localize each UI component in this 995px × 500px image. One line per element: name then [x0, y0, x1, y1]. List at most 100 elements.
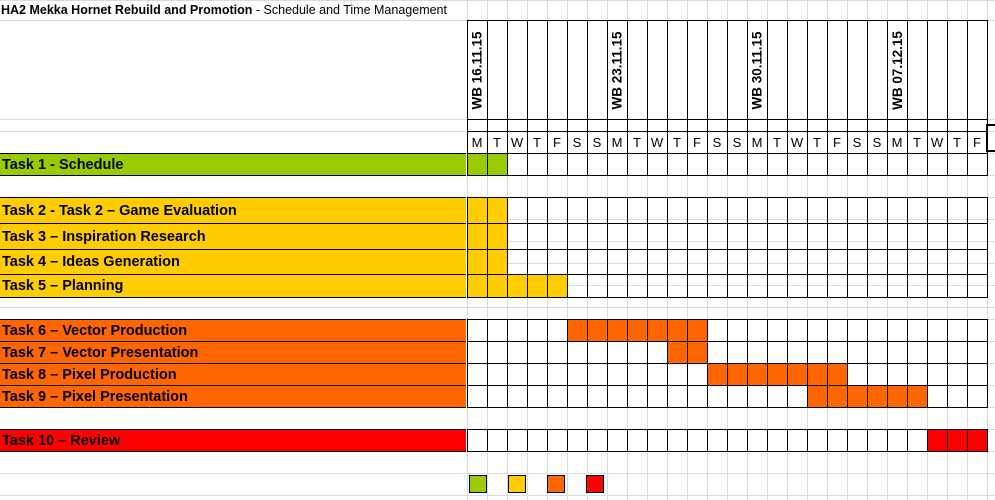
table-border-vertical: [947, 20, 948, 119]
task-day-cell-filled[interactable]: [467, 249, 487, 274]
task-day-cell-filled[interactable]: [567, 319, 587, 341]
table-border-vertical: [827, 119, 828, 176]
task-day-cell-filled[interactable]: [467, 274, 487, 297]
table-border-vertical: [727, 119, 728, 176]
task-day-cell-filled[interactable]: [847, 385, 867, 407]
table-border-horizontal: [467, 429, 988, 430]
task-day-cell-filled[interactable]: [507, 274, 527, 297]
table-border-vertical: [907, 119, 908, 176]
table-border-vertical: [867, 20, 868, 119]
task-day-cell-filled[interactable]: [727, 363, 747, 385]
table-border-vertical: [467, 197, 468, 298]
table-border-vertical: [467, 119, 468, 176]
table-border-vertical: [727, 429, 728, 452]
task-day-cell-filled[interactable]: [927, 429, 947, 451]
task-day-cell-filled[interactable]: [667, 319, 687, 341]
task-day-cell-filled[interactable]: [787, 363, 807, 385]
table-border-vertical: [487, 197, 488, 298]
day-header-cell: W: [930, 135, 944, 150]
table-border-vertical: [747, 429, 748, 452]
table-border-vertical: [547, 20, 548, 119]
task-day-cell-filled[interactable]: [687, 319, 707, 341]
table-border-vertical: [887, 119, 888, 176]
task-day-cell-filled[interactable]: [947, 429, 967, 451]
task-day-cell-filled[interactable]: [807, 363, 827, 385]
day-header-cell: M: [611, 135, 623, 150]
table-border-vertical: [727, 197, 728, 298]
task-day-cell-filled[interactable]: [467, 153, 487, 175]
task-day-cell-filled[interactable]: [487, 223, 507, 249]
task-day-cell-filled[interactable]: [667, 341, 687, 363]
table-border-horizontal: [467, 20, 988, 21]
task-day-cell-filled[interactable]: [487, 197, 507, 223]
task-day-cell-filled[interactable]: [607, 319, 627, 341]
table-border-vertical: [807, 197, 808, 298]
table-border-vertical: [667, 20, 668, 119]
table-border-vertical: [607, 20, 608, 119]
week-label: WB 23.11.15: [609, 24, 625, 116]
task-day-cell-filled[interactable]: [587, 319, 607, 341]
day-header-cell: S: [872, 135, 882, 150]
table-border-vertical: [987, 429, 988, 452]
task-day-cell-filled[interactable]: [827, 363, 847, 385]
table-border-vertical: [667, 119, 668, 176]
task-day-cell-filled[interactable]: [827, 385, 847, 407]
table-border-vertical: [487, 20, 488, 119]
table-border-horizontal: [467, 153, 988, 154]
table-border-vertical: [707, 20, 708, 119]
day-header-cell: T: [633, 135, 641, 150]
task-day-cell-filled[interactable]: [887, 385, 907, 407]
day-header-cell: F: [693, 135, 701, 150]
table-border-horizontal: [467, 451, 988, 452]
sheet-title: HA2 Mekka Hornet Rebuild and Promotion -…: [1, 2, 447, 18]
task-day-cell-filled[interactable]: [907, 385, 927, 407]
task-day-cell-filled[interactable]: [627, 319, 647, 341]
task-day-cell-filled[interactable]: [527, 274, 547, 297]
week-label-text: WB 16.11.15: [469, 30, 485, 110]
day-header-cell: F: [973, 135, 981, 150]
table-border-vertical: [747, 119, 748, 176]
task-day-cell-filled[interactable]: [687, 341, 707, 363]
task-day-cell-filled[interactable]: [487, 153, 507, 175]
day-header-cell: W: [790, 135, 804, 150]
selected-cell-indicator[interactable]: [986, 124, 995, 152]
table-border-vertical: [687, 197, 688, 298]
task-day-cell-filled[interactable]: [487, 274, 507, 297]
task-day-cell-filled[interactable]: [547, 274, 567, 297]
table-border-vertical: [707, 119, 708, 176]
task-label: Task 6 – Vector Production: [0, 319, 466, 342]
day-header-cell: S: [852, 135, 862, 150]
table-border-vertical: [947, 197, 948, 298]
table-border-horizontal: [467, 297, 988, 298]
task-day-cell-filled[interactable]: [487, 249, 507, 274]
task-day-cell-filled[interactable]: [807, 385, 827, 407]
task-day-cell-filled[interactable]: [467, 197, 487, 223]
day-header-cell: S: [712, 135, 722, 150]
task-day-cell-filled[interactable]: [647, 319, 667, 341]
task-day-cell-filled[interactable]: [767, 363, 787, 385]
table-border-vertical: [807, 429, 808, 452]
day-header-cell: T: [673, 135, 681, 150]
table-border-vertical: [847, 197, 848, 298]
task-day-cell-filled[interactable]: [747, 363, 767, 385]
table-border-vertical: [667, 197, 668, 298]
day-header-cell: M: [751, 135, 763, 150]
table-border-vertical: [627, 429, 628, 452]
table-border-vertical: [707, 197, 708, 298]
task-day-cell-filled[interactable]: [467, 223, 487, 249]
week-label-text: WB 30.11.15: [749, 30, 765, 110]
table-border-vertical: [547, 197, 548, 298]
table-border-vertical: [487, 119, 488, 176]
task-day-cell-filled[interactable]: [867, 385, 887, 407]
table-border-vertical: [607, 197, 608, 298]
table-border-vertical: [887, 20, 888, 119]
task-day-cell-filled[interactable]: [967, 429, 987, 451]
table-border-vertical: [947, 429, 948, 452]
table-border-vertical: [667, 429, 668, 452]
week-label: WB 16.11.15: [469, 24, 485, 116]
table-border-vertical: [567, 197, 568, 298]
table-border-vertical: [967, 197, 968, 298]
legend-swatch: [508, 475, 526, 493]
task-day-cell-filled[interactable]: [707, 363, 727, 385]
